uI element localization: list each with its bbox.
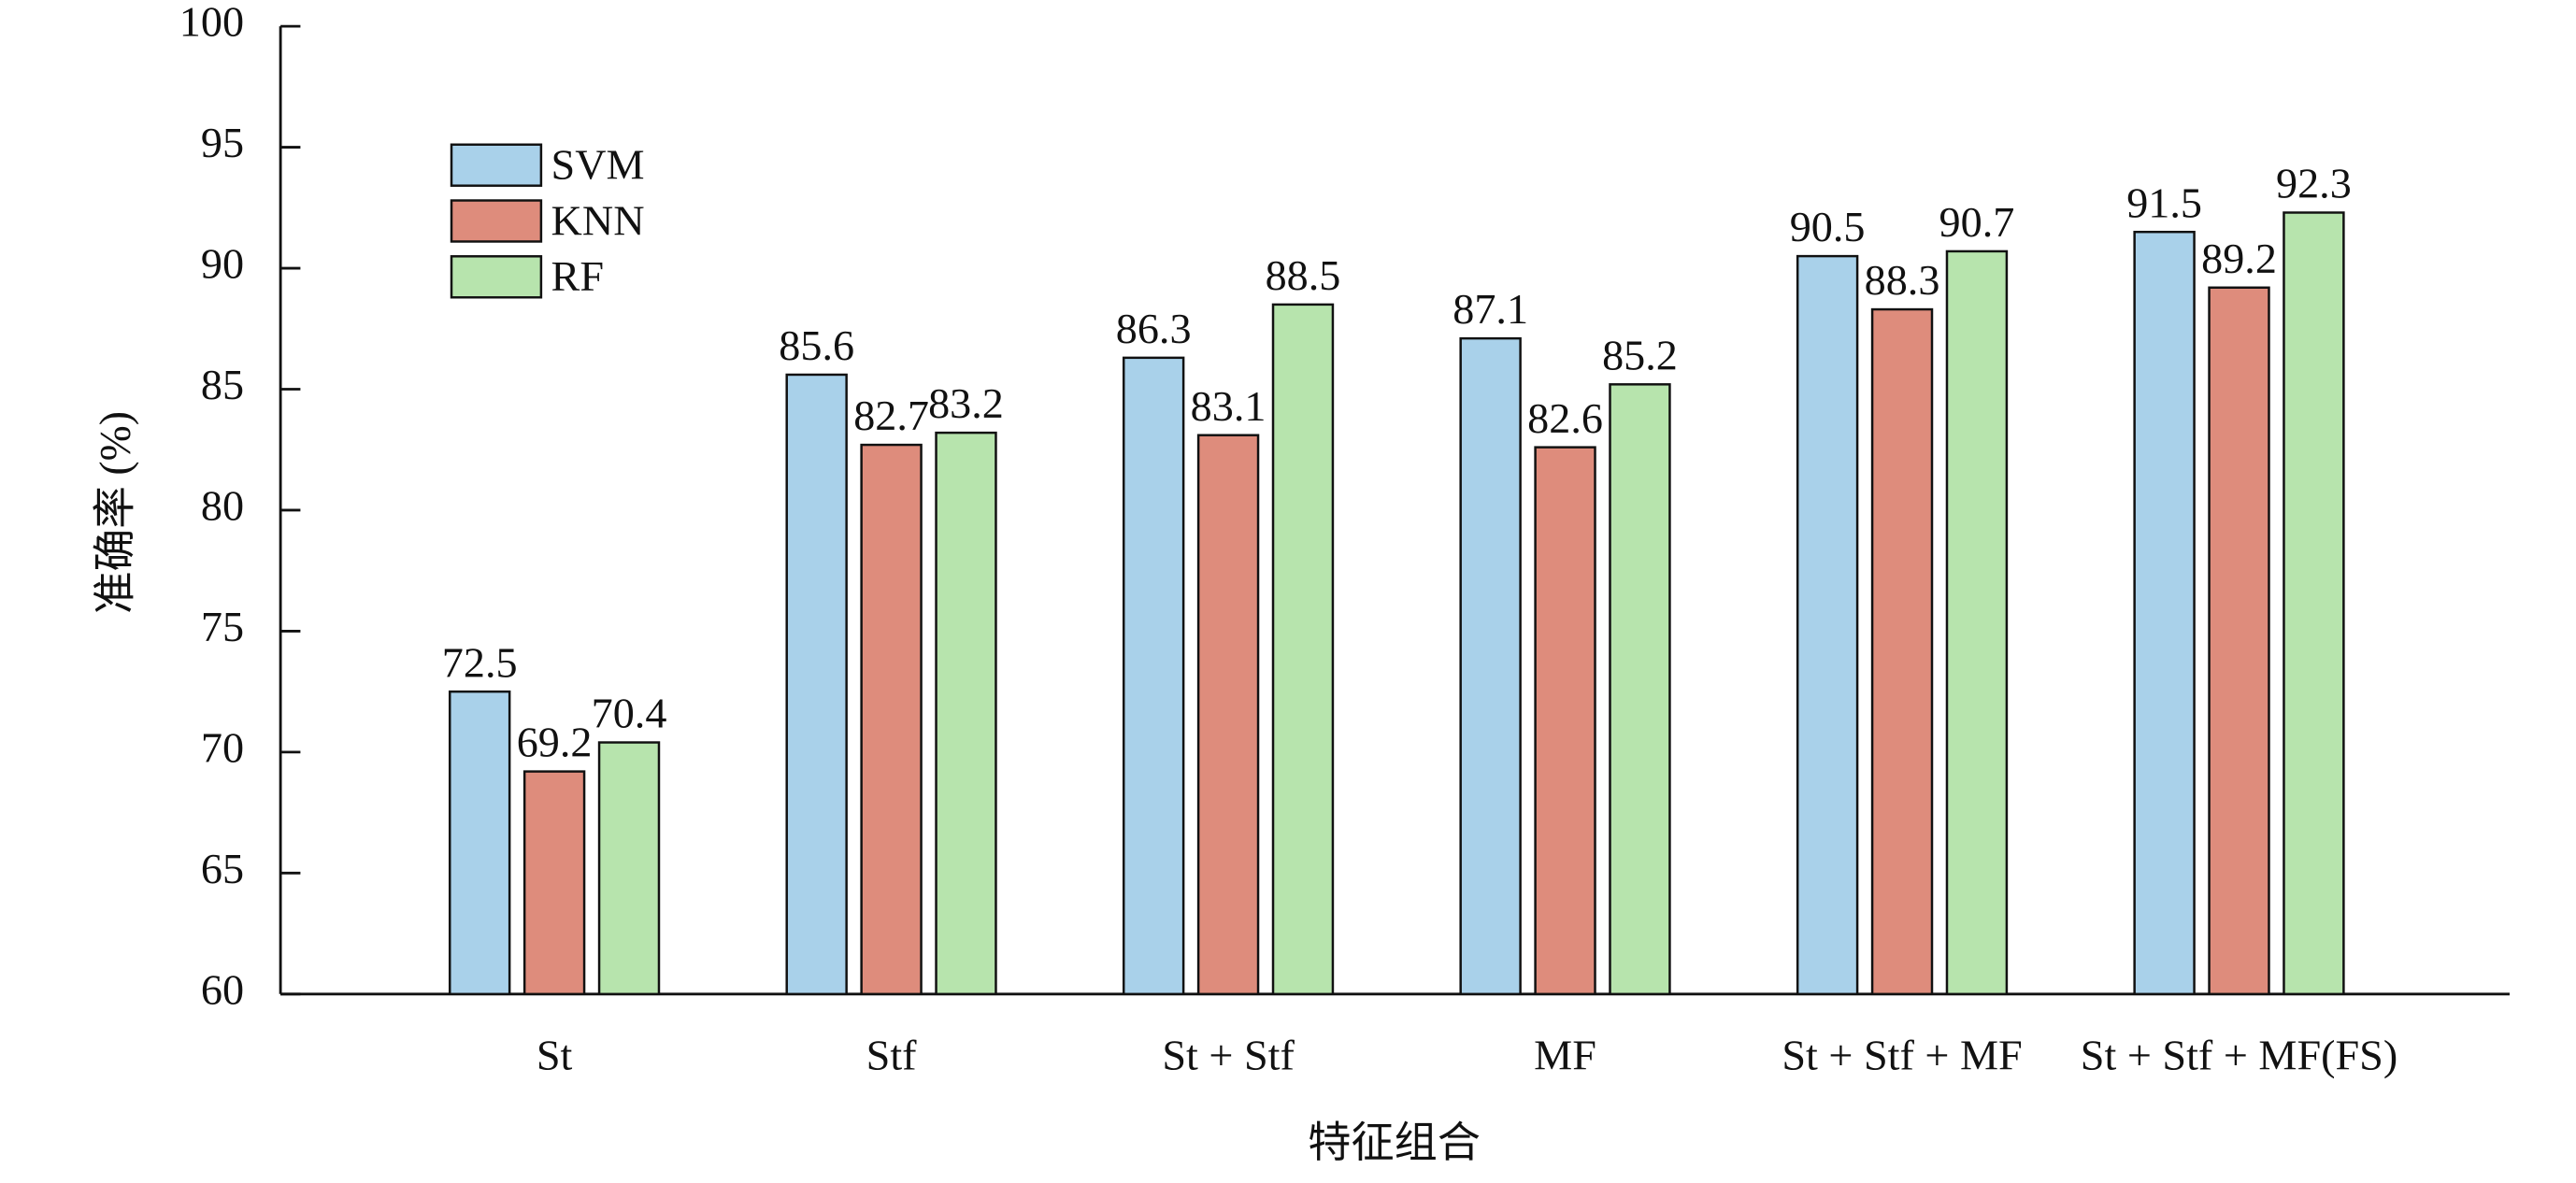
bar (860, 443, 923, 996)
y-tick-label: 90 (201, 240, 244, 288)
legend-label: KNN (551, 197, 645, 245)
legend-label: SVM (551, 141, 645, 189)
legend-label: RF (551, 252, 604, 300)
bar (1271, 303, 1335, 996)
x-tick-label: Stf (866, 1032, 918, 1079)
bar (597, 741, 661, 996)
bar (1122, 356, 1185, 996)
value-label: 85.6 (779, 321, 854, 369)
value-label: 88.3 (1865, 256, 1940, 304)
bar (785, 373, 848, 996)
value-label: 90.5 (1790, 203, 1866, 250)
bar (1870, 307, 1934, 996)
bar (522, 770, 586, 996)
value-label: 70.4 (592, 690, 667, 737)
x-tick-label: St (537, 1032, 573, 1079)
value-label: 92.3 (2276, 160, 2352, 207)
value-label: 89.2 (2201, 235, 2277, 282)
value-label: 86.3 (1116, 305, 1192, 352)
bar (1534, 446, 1596, 996)
value-label: 72.5 (442, 638, 518, 686)
bar (1196, 434, 1260, 996)
y-tick-label: 65 (201, 845, 244, 892)
y-axis-title: 准确率 (%) (91, 411, 138, 614)
value-label: 82.6 (1527, 394, 1603, 442)
x-tick-label: St + Stf + MF(FS) (2081, 1032, 2397, 1079)
bar (1459, 336, 1522, 996)
bar (448, 690, 511, 996)
x-axis-title: 特征组合 (1308, 1119, 1481, 1166)
value-label: 83.1 (1191, 382, 1267, 430)
y-tick-label: 100 (179, 0, 244, 46)
bar (2133, 230, 2196, 996)
bar (2283, 211, 2345, 996)
value-label: 90.7 (1939, 198, 2015, 246)
value-label: 83.2 (928, 379, 1004, 427)
bar (1796, 254, 1859, 996)
bar (935, 431, 997, 996)
x-tick-label: St + Stf (1162, 1032, 1295, 1079)
y-tick-label: 60 (201, 965, 244, 1013)
value-label: 88.5 (1266, 251, 1341, 299)
legend-swatch (450, 199, 543, 243)
bar (2208, 286, 2270, 996)
y-tick-label: 80 (201, 482, 244, 530)
value-label: 85.2 (1602, 332, 1678, 379)
value-label: 82.7 (853, 392, 929, 439)
y-tick-label: 85 (201, 361, 244, 408)
y-tick-label: 95 (201, 119, 244, 166)
y-tick-label: 70 (201, 724, 244, 772)
y-tick-label: 75 (201, 603, 244, 650)
x-tick-label: St + Stf + MF (1782, 1032, 2022, 1079)
bar (1945, 249, 2009, 996)
x-tick-label: MF (1534, 1032, 1596, 1079)
legend-swatch (450, 255, 543, 299)
value-label: 87.1 (1453, 285, 1528, 333)
bar (1609, 383, 1671, 996)
value-label: 91.5 (2126, 179, 2202, 227)
value-label: 69.2 (517, 719, 593, 766)
legend-swatch (450, 143, 543, 187)
